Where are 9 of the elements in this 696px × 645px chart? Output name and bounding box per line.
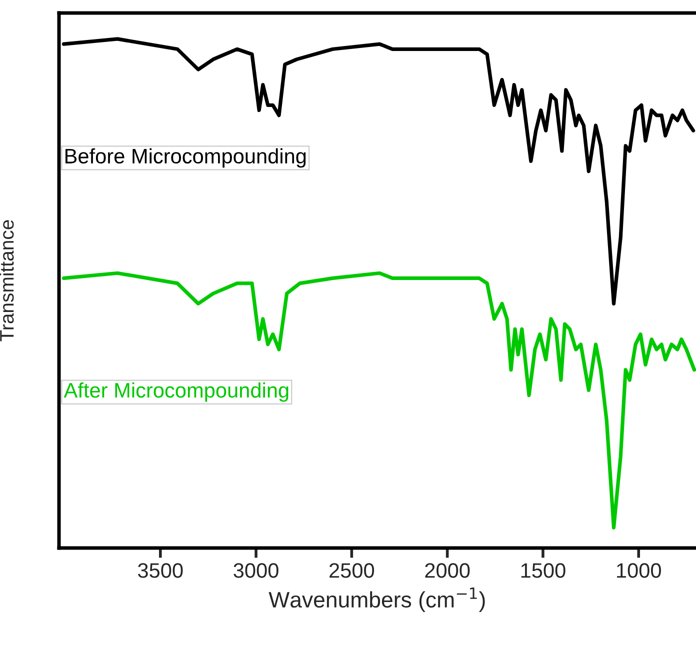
text: Before Microcompounding [65,148,306,168]
x-tick-label: 3000 [234,563,278,578]
x-tick-label: 1000 [617,563,661,578]
x-tick-label: 2500 [330,563,374,578]
x-tick-label: 3500 [138,563,183,578]
x-axis-title: Wavenumbers (cm$^{−1}$) [268,588,485,612]
x-tick-label: 2000 [425,563,470,578]
x-tick-label: 1500 [521,563,566,578]
series-label: After Microcompounding [64,382,288,402]
